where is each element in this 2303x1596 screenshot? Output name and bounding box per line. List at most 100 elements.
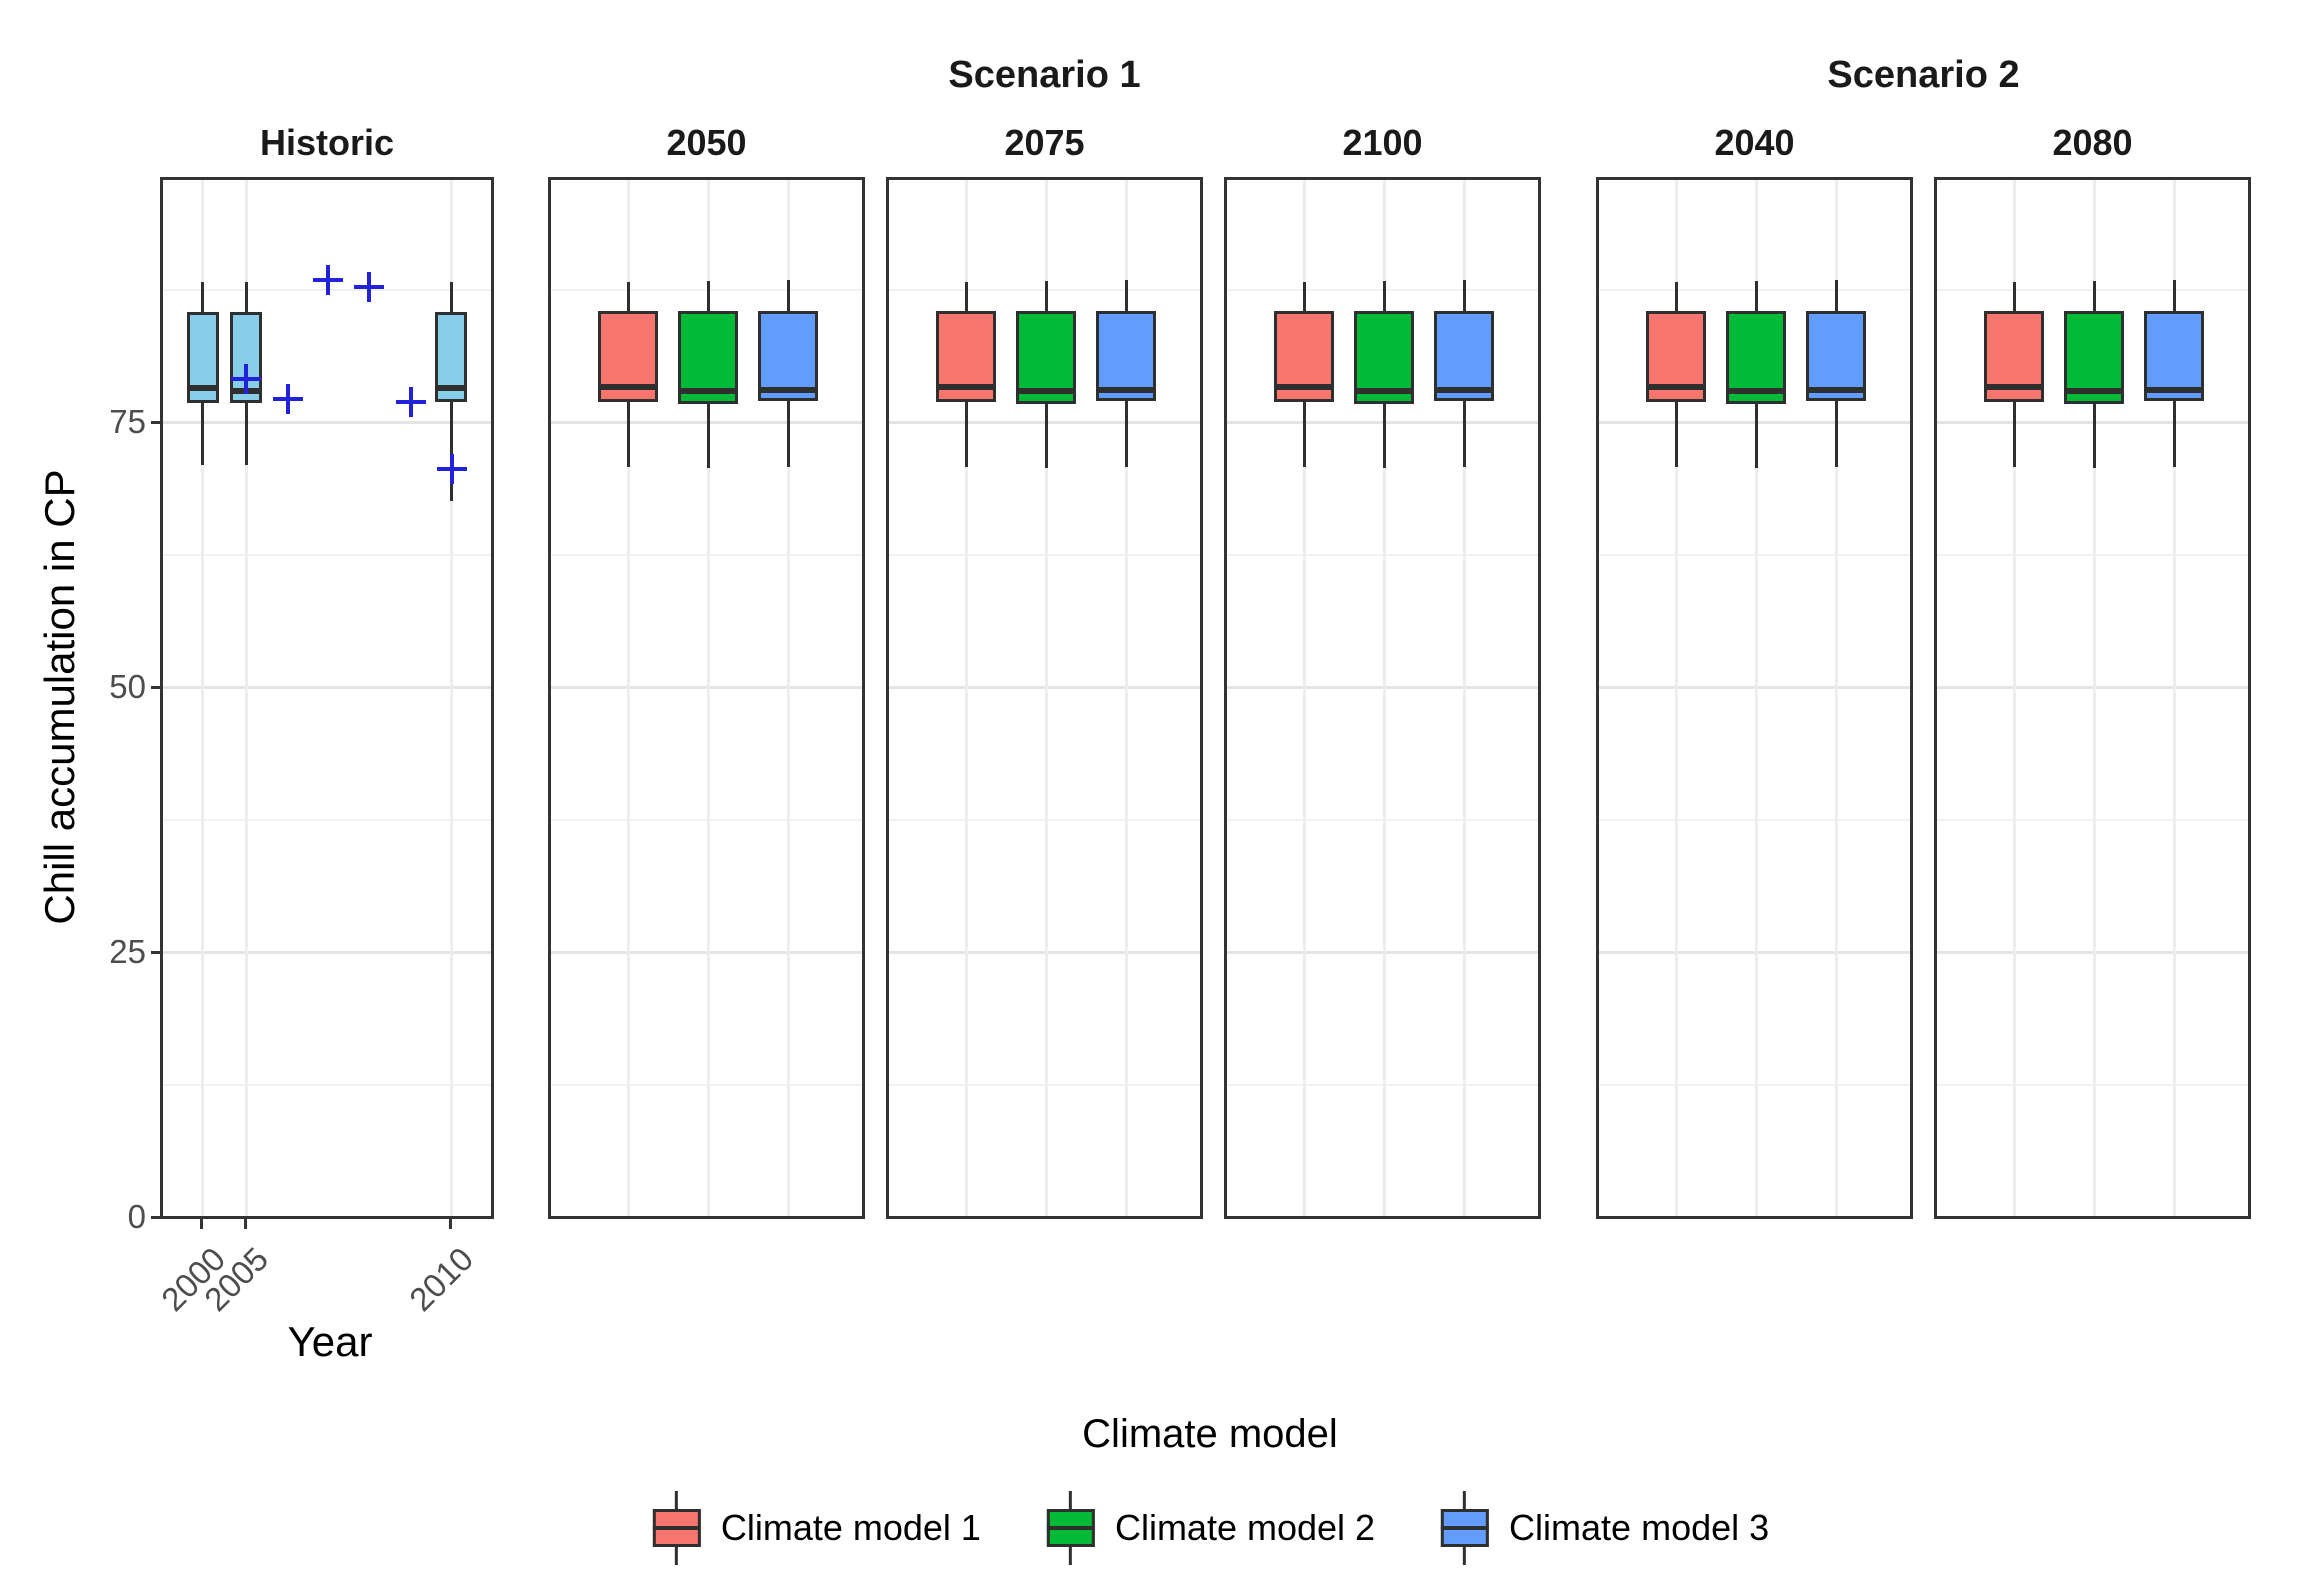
gridline-minor	[889, 818, 1200, 821]
legend-label: Climate model 2	[1114, 1507, 1376, 1548]
boxplot-median-line	[1437, 387, 1492, 394]
boxplot-median-line	[2067, 388, 2122, 395]
key-median-line	[652, 1526, 701, 1530]
gridline-major	[1599, 685, 1910, 689]
gridline-minor	[1937, 553, 2248, 556]
boxplot-upper-whisker	[2092, 281, 2096, 311]
y-axis-tick-label: 75	[109, 403, 146, 440]
gridline-major	[1599, 420, 1910, 424]
boxplot-lower-whisker	[1044, 403, 1048, 468]
boxplot-median-line	[1649, 384, 1704, 390]
gridline-vertical	[964, 180, 968, 1216]
gridline-vertical	[1754, 180, 1758, 1216]
boxplot-upper-whisker	[1674, 282, 1678, 311]
gridline-minor	[1599, 553, 1910, 556]
boxplot-median-line	[1987, 384, 2042, 390]
boxplot-box	[435, 311, 468, 402]
x-axis-tick-mark	[200, 1219, 204, 1229]
gridline-minor	[551, 553, 862, 556]
boxplot-upper-whisker	[1462, 279, 1466, 311]
facet-panel-2080	[1934, 177, 2251, 1219]
key-median-line	[1046, 1526, 1095, 1530]
y-axis-tick-mark	[151, 1215, 161, 1219]
boxplot-median-line	[601, 384, 656, 390]
key-whisker-top-line	[674, 1491, 678, 1509]
boxplot-box	[2144, 310, 2205, 401]
gridline-major	[889, 420, 1200, 424]
gridline-minor	[1227, 1083, 1538, 1086]
boxplot-box	[186, 311, 219, 403]
boxplot-lower-whisker	[1124, 400, 1128, 467]
boxplot-box	[758, 310, 819, 401]
gridline-vertical	[626, 180, 630, 1216]
facet-strip-label-2075: 2075	[1004, 122, 1085, 163]
legend-key-boxplot-glyph	[651, 1491, 703, 1565]
boxplot-lower-whisker	[1462, 400, 1466, 467]
gridline-vertical	[706, 180, 710, 1216]
gridline-minor	[1937, 1083, 2248, 1086]
boxplot-lower-whisker	[1382, 403, 1386, 468]
boxplot-lower-whisker	[2012, 401, 2016, 467]
cross-vertical-bar	[326, 264, 330, 295]
legend-item-climate-model-1: Climate model 1	[651, 1491, 981, 1565]
boxplot-lower-whisker	[449, 401, 453, 502]
gridline-minor	[1227, 553, 1538, 556]
boxplot-upper-whisker	[964, 282, 968, 311]
gridline-minor	[163, 1083, 491, 1086]
facet-panel-2100	[1224, 177, 1541, 1219]
boxplot-upper-whisker	[2012, 282, 2016, 311]
boxplot-lower-whisker	[201, 402, 205, 466]
x-axis-tick-mark	[243, 1219, 247, 1229]
boxplot-box	[1726, 310, 1787, 404]
boxplot-upper-whisker	[1754, 281, 1758, 311]
gridline-vertical	[1044, 180, 1048, 1216]
boxplot-median-line	[1809, 387, 1864, 394]
gridline-vertical	[1834, 180, 1838, 1216]
gridline-major	[163, 420, 491, 424]
gridline-minor	[889, 553, 1200, 556]
boxplot-lower-whisker	[244, 402, 248, 466]
key-whisker-top-line	[1068, 1491, 1072, 1509]
gridline-vertical	[2172, 180, 2176, 1216]
facet-strip-label-2080: 2080	[2052, 122, 2133, 163]
boxplot-box	[1984, 310, 2045, 402]
gridline-vertical	[2092, 180, 2096, 1216]
boxplot-upper-whisker	[2172, 279, 2176, 311]
gridline-major	[1227, 685, 1538, 689]
gridline-major	[1937, 950, 2248, 954]
gridline-major	[889, 685, 1200, 689]
facet-strip-label-historic: Historic	[259, 122, 395, 163]
gridline-minor	[1227, 818, 1538, 821]
gridline-minor	[889, 1083, 1200, 1086]
gridline-minor	[551, 288, 862, 291]
facet-panel-historic	[160, 177, 494, 1219]
boxplot-upper-whisker	[706, 281, 710, 311]
boxplot-median-line	[438, 385, 465, 392]
gridline-vertical	[1302, 180, 1306, 1216]
outer-strip-scenario-1: Scenario 1	[948, 54, 1141, 96]
legend-key-boxplot-glyph	[1439, 1491, 1491, 1565]
cross-vertical-bar	[366, 272, 371, 303]
boxplot-median-line	[189, 385, 216, 392]
boxplot-box	[678, 310, 739, 404]
boxplot-upper-whisker	[626, 282, 630, 311]
gridline-vertical	[1124, 180, 1128, 1216]
boxplot-box	[598, 310, 659, 402]
gridline-major	[551, 950, 862, 954]
boxplot-lower-whisker	[1834, 400, 1838, 467]
cross-vertical-bar	[286, 383, 291, 414]
facet-strip-label-2100: 2100	[1342, 122, 1423, 163]
facet-panel-2040	[1596, 177, 1913, 1219]
y-axis-tick-mark	[151, 685, 161, 689]
boxplot-lower-whisker	[2172, 400, 2176, 467]
gridline-major	[1227, 420, 1538, 424]
y-axis-tick-label: 0	[127, 1198, 146, 1235]
boxplot-median-line	[1019, 388, 1074, 395]
y-axis-tick-mark	[151, 420, 161, 424]
gridline-vertical	[2012, 180, 2016, 1216]
gridline-minor	[551, 818, 862, 821]
x-axis-tick-mark	[448, 1219, 452, 1229]
cross-vertical-bar	[244, 363, 249, 394]
cross-vertical-bar	[409, 386, 414, 417]
